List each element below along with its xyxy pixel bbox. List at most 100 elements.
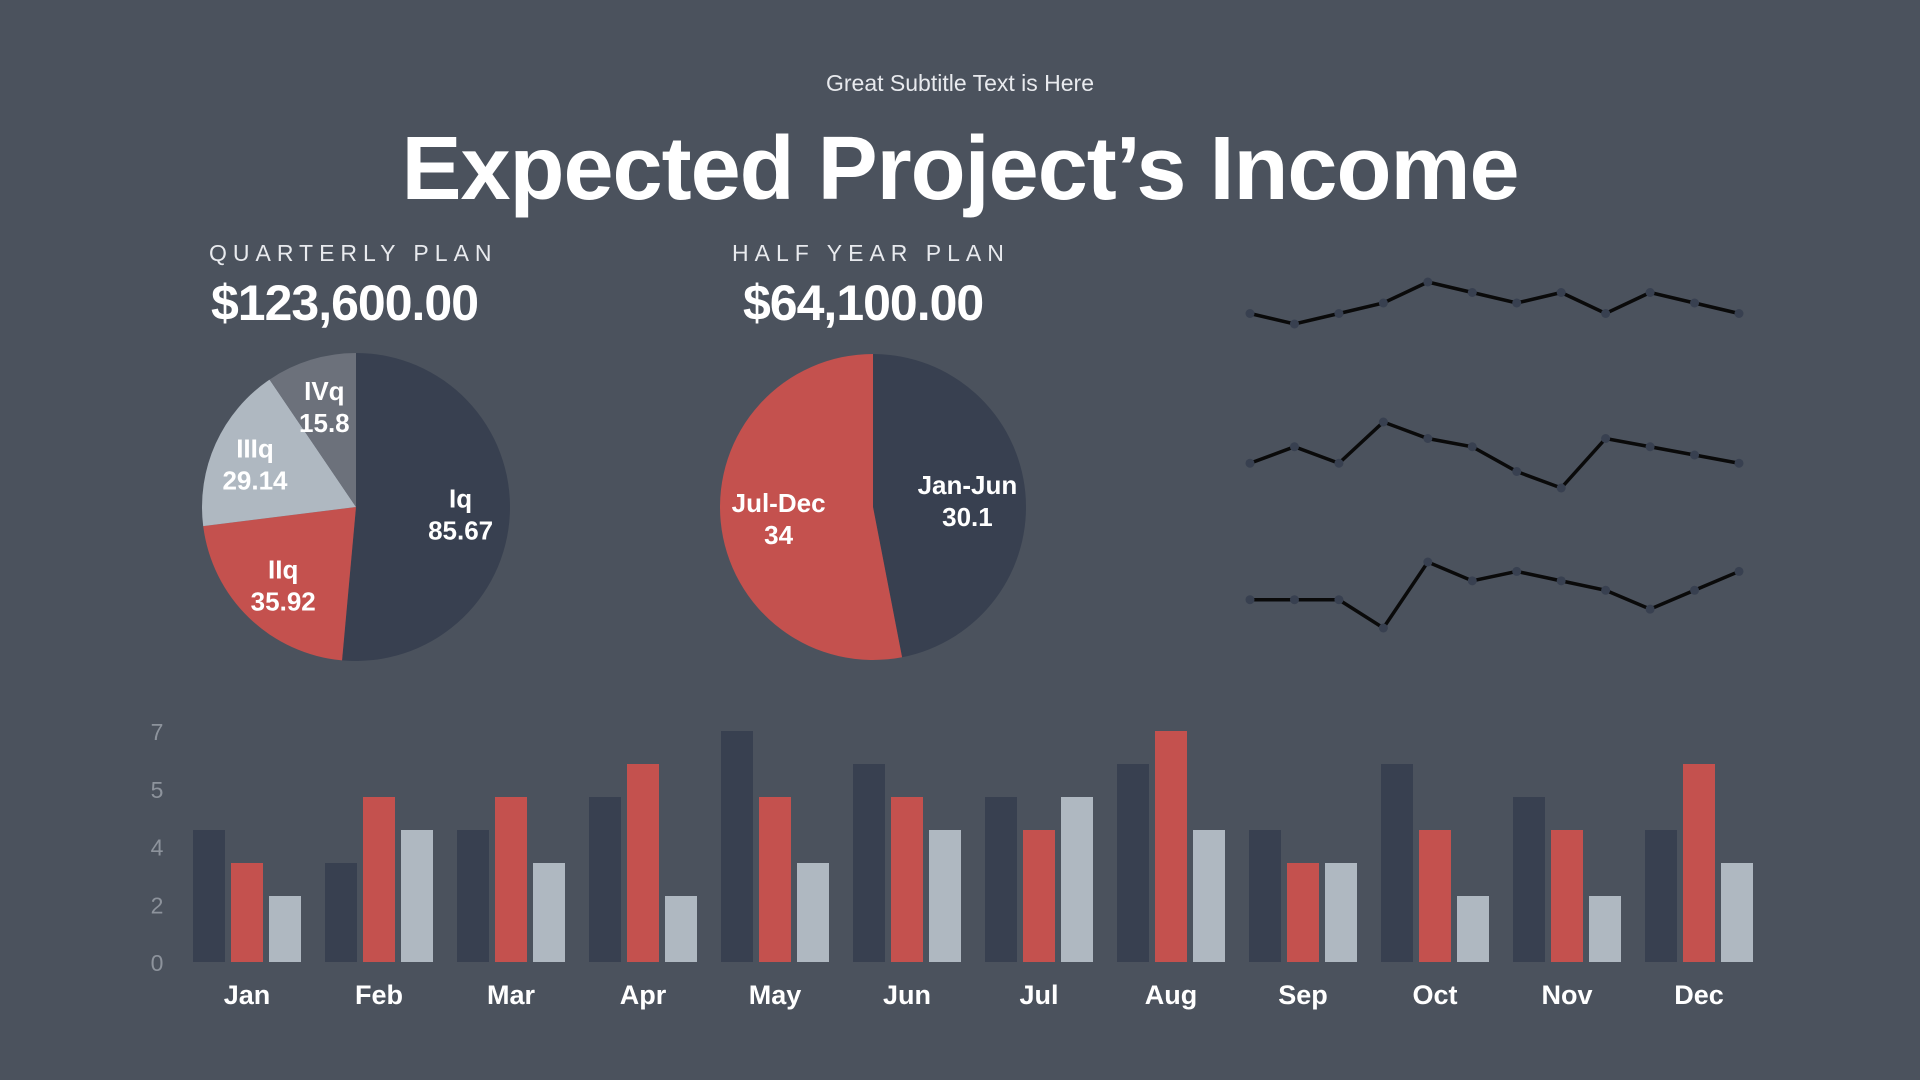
sparkline-point <box>1645 288 1655 297</box>
bar <box>363 797 395 962</box>
sparkline-point <box>1245 595 1255 605</box>
subtitle: Great Subtitle Text is Here <box>825 70 1095 96</box>
x-tick-label: Dec <box>1674 980 1724 1010</box>
pie-value: 35.92 <box>251 586 316 616</box>
y-tick-label: 2 <box>151 892 164 918</box>
x-tick-label: Sep <box>1278 980 1328 1010</box>
sparkline-point <box>1601 309 1611 318</box>
pie-value: 29.14 <box>222 465 288 495</box>
sparkline-point <box>1645 442 1655 452</box>
page-title: Expected Project’s Income <box>401 119 1519 219</box>
x-tick-label: May <box>749 980 802 1010</box>
sparkline-point <box>1512 467 1522 476</box>
sparkline-point <box>1467 288 1477 297</box>
y-tick-label: 0 <box>151 950 164 976</box>
bar <box>1645 830 1677 962</box>
bar <box>1457 896 1489 962</box>
quarterly-plan-amount: $123,600.00 <box>211 275 479 331</box>
sparkline-point <box>1690 450 1700 460</box>
y-tick-label: 5 <box>151 777 164 803</box>
sparkline-point <box>1690 298 1700 308</box>
bar <box>533 863 565 962</box>
pie-label: Jul-Dec <box>732 488 826 518</box>
bar <box>1249 830 1281 962</box>
sparkline-point <box>1512 298 1522 308</box>
sparkline-point <box>1378 623 1388 633</box>
quarterly-plan-label: QUARTERLY PLAN <box>209 240 498 266</box>
pie-value: 85.67 <box>428 516 493 546</box>
bar <box>891 797 923 962</box>
pie-slice <box>202 379 356 527</box>
sparkline-point <box>1690 585 1700 595</box>
bar <box>1683 764 1715 962</box>
bar <box>759 797 791 962</box>
bar <box>1419 830 1451 962</box>
pie-label: IIIq <box>236 433 274 463</box>
bar <box>929 830 961 962</box>
sparkline-point <box>1556 576 1566 586</box>
x-tick-label: Jul <box>1019 980 1058 1010</box>
bar <box>665 896 697 962</box>
sparkline-point <box>1334 458 1344 468</box>
pie-value: 15.8 <box>299 408 350 438</box>
sparkline-point <box>1645 604 1655 614</box>
x-tick-label: Oct <box>1412 980 1457 1010</box>
bar <box>401 830 433 962</box>
bar <box>1061 797 1093 962</box>
bar <box>231 863 263 962</box>
sparkline-point <box>1601 434 1611 443</box>
y-tick-label: 7 <box>151 719 164 745</box>
sparkline-point <box>1734 309 1744 318</box>
bar <box>1551 830 1583 962</box>
x-tick-label: Apr <box>620 980 667 1010</box>
pie-slice <box>720 354 903 660</box>
bar <box>193 830 225 962</box>
x-tick-label: Aug <box>1145 980 1197 1010</box>
sparkline <box>1250 559 1740 631</box>
bar <box>1155 731 1187 962</box>
sparkline-point <box>1423 434 1433 443</box>
sparkline-point <box>1734 566 1744 576</box>
half-year-plan-label: HALF YEAR PLAN <box>732 240 1010 266</box>
sparkline-point <box>1467 576 1477 586</box>
bar <box>1589 896 1621 962</box>
bar <box>627 764 659 962</box>
x-tick-label: Nov <box>1541 980 1592 1010</box>
bar <box>1117 764 1149 962</box>
pie-slice <box>269 353 356 507</box>
bar <box>1325 863 1357 962</box>
sparkline-point <box>1334 595 1344 605</box>
sparkline-point <box>1601 585 1611 595</box>
bar <box>495 797 527 962</box>
bar <box>797 863 829 962</box>
sparkline-point <box>1289 319 1299 329</box>
sparkline-point <box>1512 566 1522 576</box>
bar <box>721 731 753 962</box>
sparkline-point <box>1734 458 1744 468</box>
sparkline-point <box>1423 277 1433 287</box>
sparkline-point <box>1245 309 1255 318</box>
x-tick-label: Jan <box>224 980 271 1010</box>
bar <box>1381 764 1413 962</box>
x-tick-label: Feb <box>355 980 403 1010</box>
x-tick-label: Mar <box>487 980 536 1010</box>
pie-label: IVq <box>304 376 344 406</box>
sparkline-point <box>1423 557 1433 567</box>
sparkline-point <box>1556 483 1566 493</box>
x-tick-label: Jun <box>883 980 931 1010</box>
bar <box>1721 863 1753 962</box>
sparkline-point <box>1245 458 1255 468</box>
y-tick-label: 4 <box>151 835 164 861</box>
bar <box>1023 830 1055 962</box>
pie-slice <box>342 353 510 661</box>
pie-value: 34 <box>764 520 793 550</box>
pie-label: Jan-Jun <box>918 470 1018 500</box>
bar <box>1287 863 1319 962</box>
bar <box>269 896 301 962</box>
sparkline-point <box>1334 309 1344 318</box>
pie-label: Iq <box>449 484 472 514</box>
bar <box>1193 830 1225 962</box>
bar <box>1513 797 1545 962</box>
bar <box>457 830 489 962</box>
